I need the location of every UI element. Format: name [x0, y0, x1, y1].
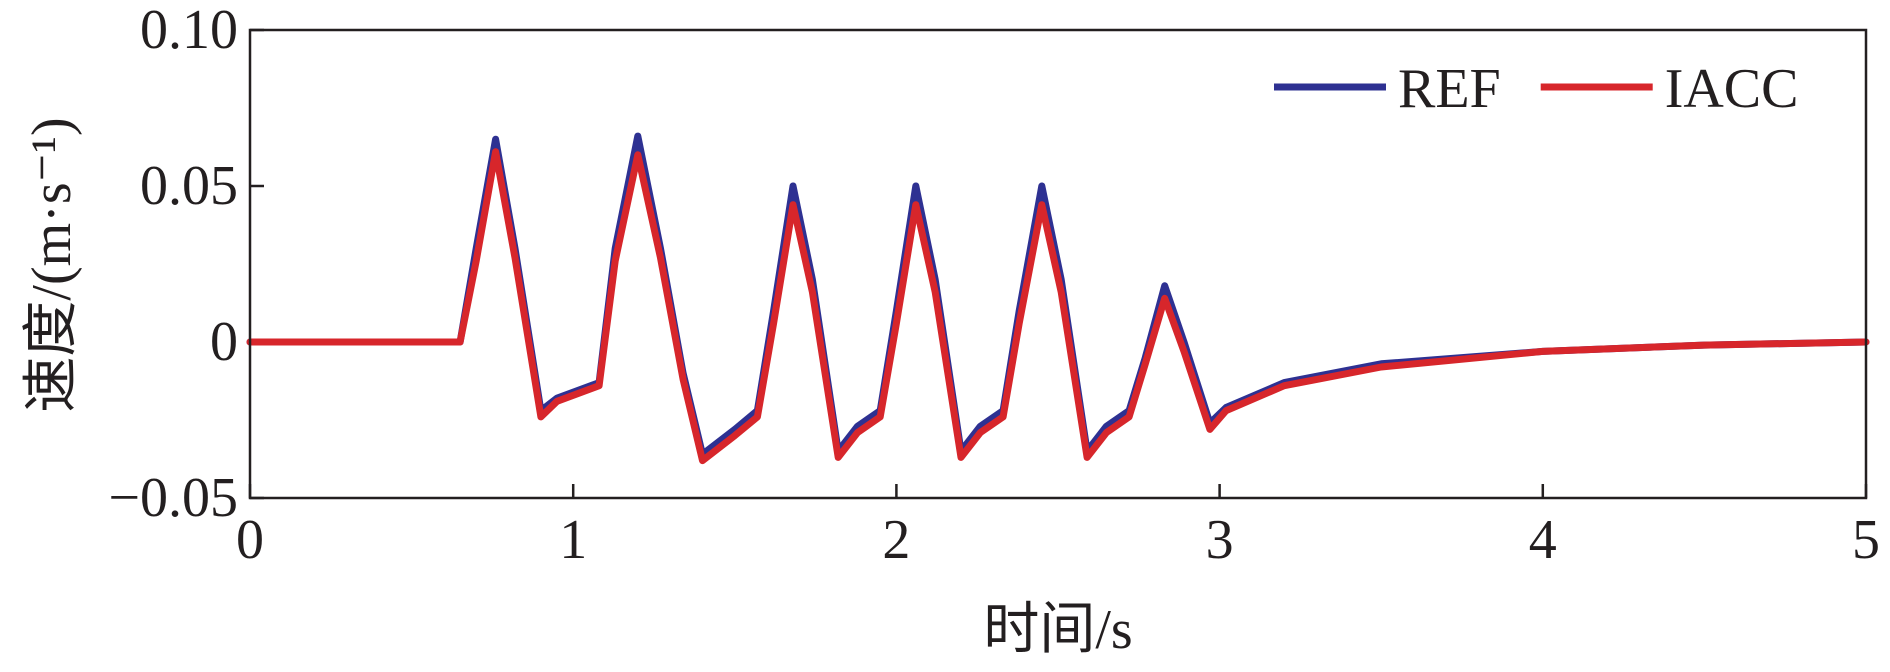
x-tick-label: 5 — [1852, 509, 1880, 571]
x-tick-label: 3 — [1206, 509, 1234, 571]
legend-label: REF — [1398, 58, 1501, 120]
x-tick-label: 4 — [1529, 509, 1557, 571]
plot-frame — [248, 28, 1868, 500]
y-axis-label: 速度/(m·s⁻¹) — [21, 117, 83, 412]
legend-label: IACC — [1665, 58, 1799, 120]
y-tick-label: 0 — [210, 311, 238, 373]
series-line — [246, 148, 1870, 465]
y-tick-label: 0.05 — [140, 155, 238, 217]
y-tick-label: −0.05 — [108, 467, 238, 529]
x-tick-label: 1 — [559, 509, 587, 571]
x-tick-label: 2 — [882, 509, 910, 571]
x-tick-label: 0 — [236, 509, 264, 571]
y-tick-label: 0.10 — [140, 0, 238, 61]
x-axis-label: 时间/s — [983, 599, 1132, 661]
